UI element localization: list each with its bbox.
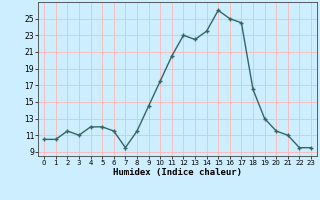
X-axis label: Humidex (Indice chaleur): Humidex (Indice chaleur) xyxy=(113,168,242,177)
